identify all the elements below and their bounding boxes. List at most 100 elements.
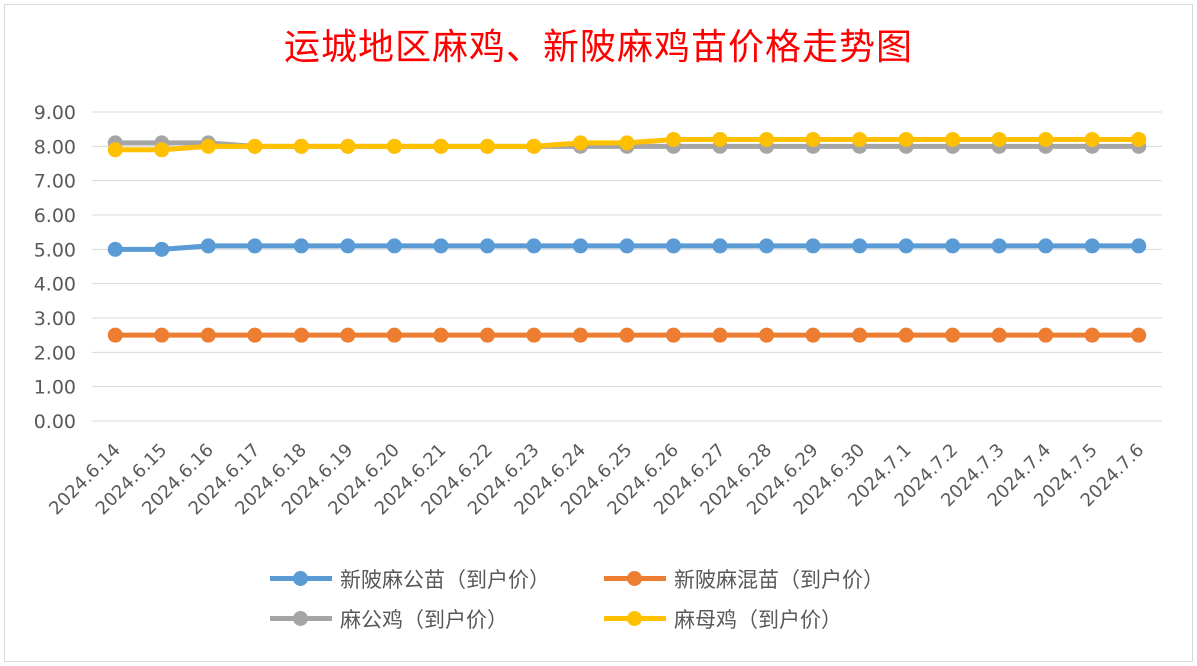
- data-point: [898, 131, 914, 147]
- data-point: [898, 327, 914, 343]
- legend-dot-1: [627, 571, 642, 586]
- data-point: [1038, 327, 1054, 343]
- legend-swatch-2: [270, 602, 332, 636]
- data-point: [805, 131, 821, 147]
- data-point: [107, 327, 123, 343]
- series-layer: [107, 131, 1147, 343]
- data-point: [526, 238, 542, 254]
- data-point: [247, 327, 263, 343]
- data-point: [247, 238, 263, 254]
- data-point: [340, 138, 356, 154]
- data-point: [293, 138, 309, 154]
- data-point: [1131, 131, 1147, 147]
- data-point: [572, 135, 588, 151]
- y-tick-label: 2.00: [34, 342, 76, 364]
- data-point: [200, 327, 216, 343]
- data-point: [852, 131, 868, 147]
- data-point: [712, 131, 728, 147]
- data-point: [247, 138, 263, 154]
- data-point: [759, 327, 775, 343]
- data-point: [200, 238, 216, 254]
- data-point: [433, 327, 449, 343]
- series-0: [107, 238, 1147, 257]
- legend-item-series-1[interactable]: 新陂麻混苗（到户价）: [604, 562, 884, 596]
- data-point: [619, 238, 635, 254]
- legend-dot-2: [293, 611, 308, 626]
- data-point: [293, 238, 309, 254]
- data-point: [572, 327, 588, 343]
- data-point: [1084, 327, 1100, 343]
- data-point: [433, 138, 449, 154]
- legend-swatch-3: [604, 602, 666, 636]
- data-point: [526, 327, 542, 343]
- legend-item-series-3[interactable]: 麻母鸡（到户价）: [604, 602, 842, 636]
- data-point: [666, 238, 682, 254]
- data-point: [666, 327, 682, 343]
- data-point: [1084, 238, 1100, 254]
- data-point: [293, 327, 309, 343]
- data-point: [200, 138, 216, 154]
- legend-label-3: 麻母鸡（到户价）: [674, 608, 842, 632]
- data-point: [805, 327, 821, 343]
- y-tick-label: 7.00: [34, 171, 76, 193]
- legend-label-1: 新陂麻混苗（到户价）: [674, 568, 884, 592]
- data-point: [759, 131, 775, 147]
- data-point: [479, 238, 495, 254]
- data-point: [154, 142, 170, 158]
- legend-label-0: 新陂麻公苗（到户价）: [340, 568, 550, 592]
- data-point: [1038, 238, 1054, 254]
- data-point: [898, 238, 914, 254]
- legend-swatch-0: [270, 562, 332, 596]
- y-tick-label: 3.00: [34, 308, 76, 330]
- data-point: [340, 238, 356, 254]
- y-tick-label: 6.00: [34, 205, 76, 227]
- series-1: [107, 327, 1147, 343]
- data-point: [666, 131, 682, 147]
- y-axis-ticks: 0.00 1.00 2.00 3.00 4.00 5.00 6.00 7.00 8.00 9.00: [34, 102, 76, 433]
- data-point: [107, 241, 123, 257]
- y-tick-label: 8.00: [34, 136, 76, 158]
- chart-title: 运城地区麻鸡、新陂麻鸡苗价格走势图: [283, 27, 913, 68]
- data-point: [526, 138, 542, 154]
- data-point: [945, 238, 961, 254]
- legend-item-series-0[interactable]: 新陂麻公苗（到户价）: [270, 562, 550, 596]
- gridlines: [92, 111, 1162, 422]
- data-point: [852, 327, 868, 343]
- data-point: [991, 327, 1007, 343]
- data-point: [619, 327, 635, 343]
- data-point: [991, 238, 1007, 254]
- data-point: [805, 238, 821, 254]
- data-point: [1084, 131, 1100, 147]
- legend-label-2: 麻公鸡（到户价）: [340, 608, 508, 632]
- y-tick-label: 1.00: [34, 377, 76, 399]
- y-tick-label: 0.00: [34, 411, 76, 433]
- data-point: [945, 327, 961, 343]
- data-point: [154, 241, 170, 257]
- data-point: [945, 131, 961, 147]
- data-point: [107, 142, 123, 158]
- data-point: [433, 238, 449, 254]
- legend-dot-0: [293, 571, 308, 586]
- data-point: [340, 327, 356, 343]
- legend-item-series-2[interactable]: 麻公鸡（到户价）: [270, 602, 508, 636]
- data-point: [1038, 131, 1054, 147]
- data-point: [759, 238, 775, 254]
- data-point: [619, 135, 635, 151]
- x-axis-ticks: 2024.6.142024.6.152024.6.162024.6.172024…: [45, 440, 1148, 520]
- series-3: [107, 131, 1147, 158]
- legend-swatch-1: [604, 562, 666, 596]
- data-point: [991, 131, 1007, 147]
- data-point: [1131, 327, 1147, 343]
- y-tick-label: 4.00: [34, 274, 76, 296]
- legend-dot-3: [627, 611, 642, 626]
- data-point: [386, 238, 402, 254]
- data-point: [712, 327, 728, 343]
- data-point: [479, 327, 495, 343]
- data-point: [386, 327, 402, 343]
- data-point: [154, 327, 170, 343]
- data-point: [479, 138, 495, 154]
- data-point: [712, 238, 728, 254]
- y-tick-label: 9.00: [34, 102, 76, 124]
- y-tick-label: 5.00: [34, 239, 76, 261]
